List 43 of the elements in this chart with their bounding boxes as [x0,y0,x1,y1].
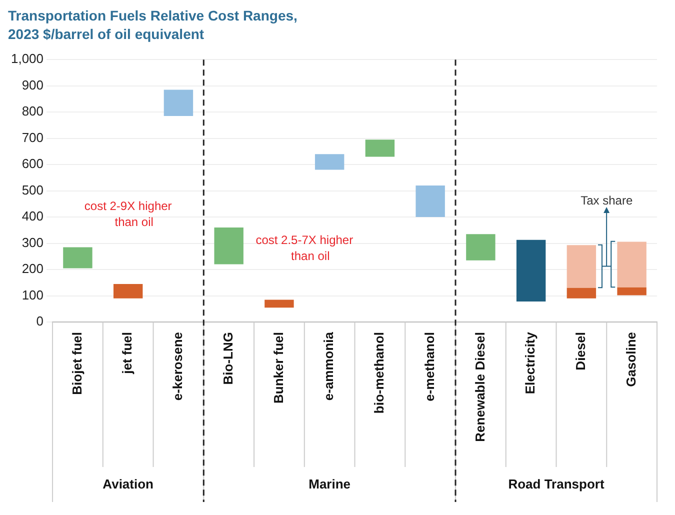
y-tick-label: 100 [22,287,44,302]
y-tick-label: 400 [22,208,44,224]
x-tick-label: Biojet fuel [69,332,84,395]
y-tick-label: 1,000 [10,51,44,66]
chart-subtitle: 2023 $/barrel of oil equivalent [8,26,204,42]
y-tick-label: 0 [36,314,44,329]
x-tick-label: e-methanol [422,332,437,402]
x-tick-label: Bunker fuel [270,332,286,404]
y-tick-label: 700 [22,130,44,145]
x-tick-label: e-ammonia [321,331,336,401]
bar [516,240,546,302]
x-tick-label: Diesel [573,332,588,370]
x-tick-label: Renewable Diesel [472,332,488,442]
y-tick-label: 900 [22,77,44,92]
y-tick-label: 300 [22,234,44,250]
text: Marine [308,476,351,492]
bar [164,90,194,116]
y-tick-label: 500 [22,182,44,198]
x-tick-label: bio-methanol [372,332,387,414]
chart-title: Transportation Fuels Relative Cost Ranges, [8,7,298,24]
bar [617,287,646,296]
y-tick-label: 600 [22,156,44,172]
bar [264,300,294,308]
bar [113,284,143,298]
x-tick-label: Bio-LNG [220,332,236,385]
y-tick-label: 800 [22,104,44,119]
x-tick-label: Electricity [522,331,538,394]
bar [416,186,445,218]
bar [466,234,496,260]
bar [314,154,344,170]
text: Road Transport [508,476,605,492]
x-tick-label: e-kerosene [170,332,186,401]
bar [63,247,92,268]
text: Aviation [102,476,154,492]
x-tick-label: Gasoline [623,332,638,387]
annotation: Tax share [580,194,633,208]
annotation: cost 2.5-7X higher than oil [256,232,354,263]
x-tick-label: jet fuel [120,332,135,375]
annotation: cost 2-9X higher than oil [84,198,172,229]
bar [365,140,395,157]
bar [214,228,244,264]
y-tick-label: 200 [22,261,44,276]
bar [566,288,596,298]
